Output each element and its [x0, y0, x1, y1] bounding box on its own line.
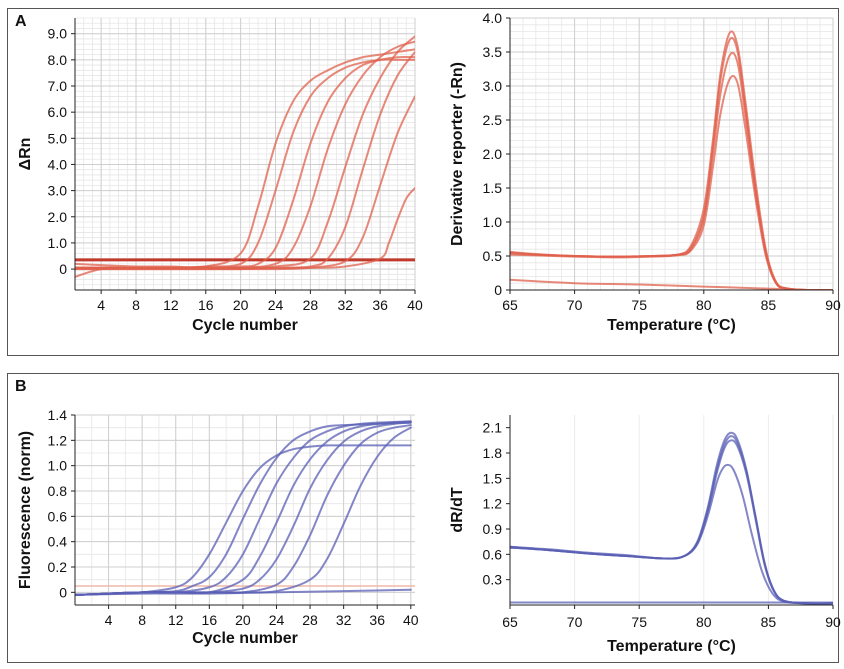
- b-left-x-tick-label: 20: [235, 612, 251, 628]
- a-right-x-tick-label: 80: [696, 297, 712, 313]
- b-right-y-tick-label: 1.5: [483, 470, 503, 486]
- b-right-x-tick-label: 85: [761, 614, 777, 630]
- b-right-y-tick-label: 0.3: [483, 572, 503, 588]
- panel-letter-a: A: [15, 13, 27, 30]
- a-left-x-tick-label: 4: [97, 297, 105, 313]
- b-right-y-tick-label: 0.6: [483, 546, 503, 562]
- a-left-x-axis-label: Cycle number: [192, 317, 298, 334]
- b-right-x-tick-label: 65: [502, 614, 518, 630]
- b-right-series-group: [510, 431, 833, 605]
- b-right-y-tick-label: 1.2: [483, 496, 503, 512]
- a-right-x-tick-label: 70: [567, 297, 583, 313]
- a-right-y-tick-label: 0: [494, 282, 502, 298]
- a-left-y-tick-label: 0: [59, 261, 67, 277]
- b-left-y-tick-label: 0.8: [48, 483, 68, 499]
- a-right-grid: [509, 17, 834, 291]
- panel-letter-b: B: [15, 378, 27, 395]
- a-left-x-tick-label: 12: [163, 297, 179, 313]
- b-left-y-tick-label: 1.4: [48, 407, 68, 423]
- b-left-series-7: [75, 426, 412, 596]
- a-left-x-tick-label: 28: [303, 297, 319, 313]
- a-left-y-tick-label: 4.0: [48, 156, 68, 172]
- a-left-x-tick-label: 32: [337, 297, 353, 313]
- a-left-y-tick-label: 2.0: [48, 209, 68, 225]
- b-left-x-tick-label: 28: [302, 612, 318, 628]
- a-left-x-tick-label: 36: [372, 297, 388, 313]
- a-right-y-axis-label: Derivative reporter (-Rn): [449, 62, 466, 246]
- a-left-x-tick-label: 24: [268, 297, 284, 313]
- a-left-y-tick-label: 1.0: [48, 235, 68, 251]
- a-right-x-tick-label: 85: [761, 297, 777, 313]
- b-left-x-axis-label: Cycle number: [192, 630, 298, 647]
- b-left-x-tick-label: 36: [369, 612, 385, 628]
- b-left-y-axis-label: Fluorescence (norm): [17, 431, 34, 589]
- a-right-y-tick-label: 3.5: [483, 44, 503, 60]
- b-right-x-tick-label: 80: [696, 614, 712, 630]
- b-right-y-axis-label: dR/dT: [449, 487, 466, 533]
- b-right-x-tick-label: 70: [567, 614, 583, 630]
- a-left-y-axis-label: ΔRn: [17, 138, 34, 171]
- b-left-x-tick-label: 32: [336, 612, 352, 628]
- a-right-y-tick-label: 2.0: [483, 146, 503, 162]
- a-left-y-tick-label: 9.0: [48, 26, 68, 42]
- b-right-y-tick-label: 1.8: [483, 445, 503, 461]
- b-left-series-group: [75, 420, 412, 596]
- a-right-x-tick-label: 90: [825, 297, 841, 313]
- b-left-x-tick-label: 8: [138, 612, 146, 628]
- a-right-y-tick-label: 3.0: [483, 78, 503, 94]
- b-left-series-1: [75, 444, 412, 596]
- a-left-series-8: [75, 187, 415, 269]
- a-left-series-7: [75, 95, 415, 271]
- a-left-y-tick-label: 6.0: [48, 104, 68, 120]
- b-left-x-tick-label: 12: [168, 612, 184, 628]
- b-left-y-tick-label: 0.2: [48, 559, 68, 575]
- a-left-y-tick-label: 3.0: [48, 183, 68, 199]
- a-left-series-group: [75, 35, 415, 278]
- a-right-y-tick-label: 2.5: [483, 112, 503, 128]
- a-left-x-tick-label: 16: [198, 297, 214, 313]
- a-right-x-axis-label: Temperature (°C): [607, 317, 736, 334]
- b-right-plot-area: [510, 415, 833, 605]
- a-right-y-tick-label: 4.0: [483, 10, 503, 26]
- b-right-y-tick-label: 2.1: [483, 420, 503, 436]
- b-right-x-tick-label: 75: [631, 614, 647, 630]
- a-right-series-group: [510, 30, 833, 290]
- b-right-series-4: [510, 463, 833, 605]
- b-right-y-tick-label: 0.9: [483, 521, 503, 537]
- a-left-x-tick-label: 8: [132, 297, 140, 313]
- a-left-x-tick-label: 20: [233, 297, 249, 313]
- a-right-y-tick-label: 1.5: [483, 180, 503, 196]
- a-right-y-tick-label: 1.0: [483, 214, 503, 230]
- b-left-y-tick-label: 0: [59, 584, 67, 600]
- a-left-y-tick-label: 8.0: [48, 52, 68, 68]
- b-left-y-tick-label: 1.2: [48, 432, 68, 448]
- b-left-y-tick-label: 0.6: [48, 508, 68, 524]
- b-left-series-8: [75, 588, 412, 596]
- b-right-x-tick-label: 90: [825, 614, 841, 630]
- a-right-y-tick-label: 0.5: [483, 248, 503, 264]
- b-left-x-tick-label: 4: [105, 612, 113, 628]
- a-right-series-4: [510, 74, 833, 290]
- a-left-series-1: [75, 48, 415, 269]
- b-left-x-tick-label: 40: [403, 612, 419, 628]
- a-right-x-tick-label: 75: [631, 297, 647, 313]
- a-left-y-tick-label: 7.0: [48, 78, 68, 94]
- a-left-x-tick-label: 40: [407, 297, 423, 313]
- b-left-x-tick-label: 24: [269, 612, 285, 628]
- a-right-x-tick-label: 65: [502, 297, 518, 313]
- b-left-y-tick-label: 0.4: [48, 534, 68, 550]
- b-left-y-tick-label: 1.0: [48, 458, 68, 474]
- b-right-x-axis-label: Temperature (°C): [607, 638, 736, 655]
- b-left-x-tick-label: 16: [202, 612, 218, 628]
- a-left-y-tick-label: 5.0: [48, 130, 68, 146]
